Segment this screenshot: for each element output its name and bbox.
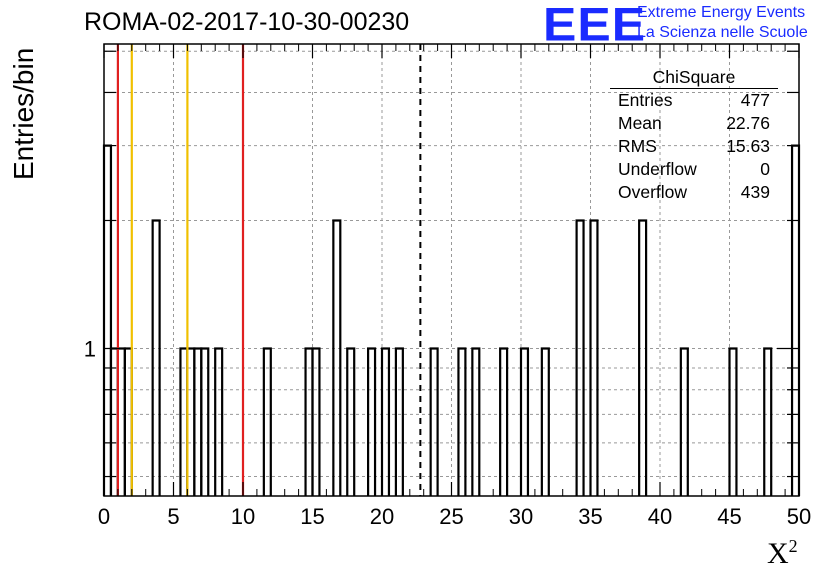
stats-row: Underflow 0 xyxy=(610,158,778,181)
stats-value: 15.63 xyxy=(726,136,770,156)
axis-ticks xyxy=(103,44,800,496)
x-tick-label: 20 xyxy=(370,504,394,529)
stats-value: 22.76 xyxy=(726,113,770,133)
histogram-bar xyxy=(262,347,272,496)
stats-value: 0 xyxy=(760,159,770,179)
x-tick-label: 50 xyxy=(787,504,811,529)
logo-text-line2: La Scienza nelle Scuole xyxy=(637,24,808,41)
x-tick-label: 0 xyxy=(98,504,110,529)
histogram-bar xyxy=(589,219,599,496)
x-axis-label: X2 xyxy=(767,536,798,571)
reference-lines xyxy=(116,44,422,496)
x-tick-label: 10 xyxy=(231,504,255,529)
histogram-bar xyxy=(499,347,509,496)
histogram-bar xyxy=(457,347,467,496)
logo-text-line1: Extreme Energy Events xyxy=(637,4,806,21)
x-axis-label-base: X xyxy=(767,537,789,570)
histogram-bar xyxy=(214,347,224,496)
stats-row: Entries 477 xyxy=(610,89,778,112)
x-tick-label: 25 xyxy=(439,504,463,529)
histogram-bar xyxy=(638,219,648,496)
stats-rows: Entries 477 Mean 22.76 RMS 15.63 Underflow 0 Ove… xyxy=(610,89,778,204)
histogram-bar xyxy=(380,347,391,496)
histogram-bar xyxy=(332,219,342,496)
stats-label: Underflow xyxy=(618,159,697,179)
histogram-bar xyxy=(346,347,356,496)
histogram-bar xyxy=(540,347,550,496)
x-tick-label: 5 xyxy=(167,504,179,529)
stats-value: 439 xyxy=(740,182,770,202)
histogram-bar xyxy=(200,347,210,496)
stats-label: Entries xyxy=(618,90,673,110)
histogram-bar xyxy=(367,347,377,496)
y-tick-label: 1 xyxy=(84,337,96,362)
histogram-bar xyxy=(151,219,161,496)
x-tick-label: 40 xyxy=(648,504,672,529)
stats-label: RMS xyxy=(618,136,657,156)
x-tick-label: 30 xyxy=(509,504,533,529)
x-axis-label-superscript: 2 xyxy=(788,536,798,556)
histogram-bar xyxy=(471,347,481,496)
eee-logo-mark: EEE xyxy=(543,0,647,52)
stats-label: Overflow xyxy=(618,182,688,202)
chart-title: ROMA-02-2017-10-30-00230 xyxy=(84,8,410,36)
x-tick-label: 35 xyxy=(578,504,602,529)
x-tick-label: 15 xyxy=(300,504,324,529)
stats-box: ChiSquare Entries 477 Mean 22.76 RMS 15.63 Und… xyxy=(610,66,778,204)
histogram-bar xyxy=(429,347,439,496)
histogram-bar xyxy=(763,347,773,496)
histogram-bar xyxy=(311,347,321,496)
stats-label: Mean xyxy=(618,113,662,133)
stats-row: Mean 22.76 xyxy=(610,112,778,135)
axis-tick-labels: 0 5 10 15 20 25 30 35 40 45 50 1 xyxy=(84,337,811,529)
stats-row: RMS 15.63 xyxy=(610,135,778,158)
histogram-bar xyxy=(679,347,689,496)
stats-value: 477 xyxy=(740,90,770,110)
stats-title: ChiSquare xyxy=(610,66,778,89)
y-axis-label: Entries/bin xyxy=(8,47,39,180)
stats-row: Overflow 439 xyxy=(610,181,778,204)
histogram-bar xyxy=(728,347,738,496)
histogram-bar xyxy=(575,219,585,496)
x-tick-label: 45 xyxy=(717,504,741,529)
histogram-bar xyxy=(394,347,404,496)
histogram-bar xyxy=(519,347,530,496)
